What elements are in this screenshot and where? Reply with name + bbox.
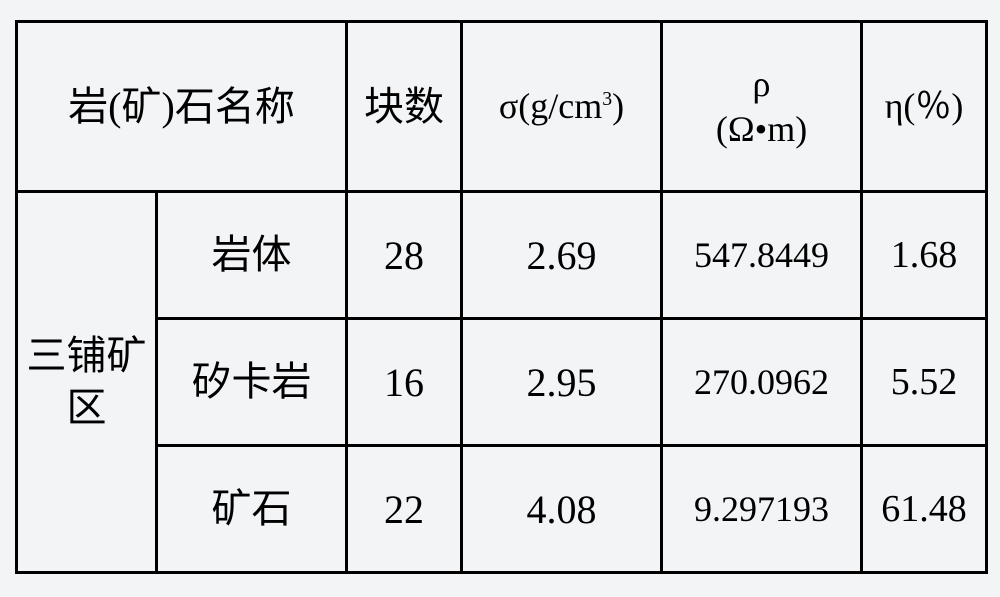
col-header-name: 岩(矿)石名称 bbox=[17, 22, 347, 192]
col-header-rho: ρ (Ω•m) bbox=[662, 22, 862, 192]
sigma-text-2: ) bbox=[612, 86, 624, 126]
rock-name-cell: 岩体 bbox=[157, 192, 347, 319]
col-header-eta: η(％) bbox=[862, 22, 987, 192]
sigma-sup: 3 bbox=[602, 88, 612, 110]
table-row: 矿石 22 4.08 9.297193 61.48 bbox=[17, 446, 987, 573]
eta-cell: 5.52 bbox=[862, 319, 987, 446]
sigma-cell: 2.69 bbox=[462, 192, 662, 319]
rho-text-1: ρ bbox=[753, 64, 771, 104]
table-row: 三铺矿 区 岩体 28 2.69 547.8449 1.68 bbox=[17, 192, 987, 319]
table-header-row: 岩(矿)石名称 块数 σ(g/cm3) ρ (Ω•m) η(％) bbox=[17, 22, 987, 192]
sigma-cell: 4.08 bbox=[462, 446, 662, 573]
rho-cell: 270.0962 bbox=[662, 319, 862, 446]
region-line2: 区 bbox=[67, 385, 107, 430]
rock-name-cell: 矿石 bbox=[157, 446, 347, 573]
region-line1: 三铺矿 bbox=[27, 333, 147, 378]
region-cell: 三铺矿 区 bbox=[17, 192, 157, 573]
sigma-cell: 2.95 bbox=[462, 319, 662, 446]
count-cell: 22 bbox=[347, 446, 462, 573]
rock-properties-table: 岩(矿)石名称 块数 σ(g/cm3) ρ (Ω•m) η(％) 三铺矿 区 岩… bbox=[15, 20, 988, 574]
col-header-count: 块数 bbox=[347, 22, 462, 192]
col-header-sigma: σ(g/cm3) bbox=[462, 22, 662, 192]
rho-cell: 547.8449 bbox=[662, 192, 862, 319]
eta-cell: 1.68 bbox=[862, 192, 987, 319]
table-row: 矽卡岩 16 2.95 270.0962 5.52 bbox=[17, 319, 987, 446]
rho-text-2: (Ω•m) bbox=[716, 109, 807, 149]
count-cell: 28 bbox=[347, 192, 462, 319]
count-cell: 16 bbox=[347, 319, 462, 446]
rock-properties-table-wrapper: 岩(矿)石名称 块数 σ(g/cm3) ρ (Ω•m) η(％) 三铺矿 区 岩… bbox=[0, 0, 1000, 597]
eta-cell: 61.48 bbox=[862, 446, 987, 573]
rock-name-cell: 矽卡岩 bbox=[157, 319, 347, 446]
sigma-text-1: σ(g/cm bbox=[499, 86, 602, 126]
rho-cell: 9.297193 bbox=[662, 446, 862, 573]
